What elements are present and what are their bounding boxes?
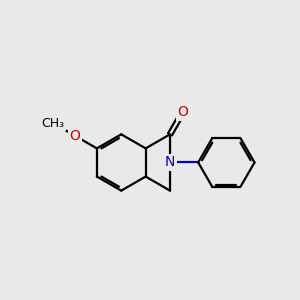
Text: O: O xyxy=(70,129,80,143)
Text: O: O xyxy=(177,105,188,119)
Text: CH₃: CH₃ xyxy=(41,117,64,130)
Text: N: N xyxy=(165,155,175,170)
